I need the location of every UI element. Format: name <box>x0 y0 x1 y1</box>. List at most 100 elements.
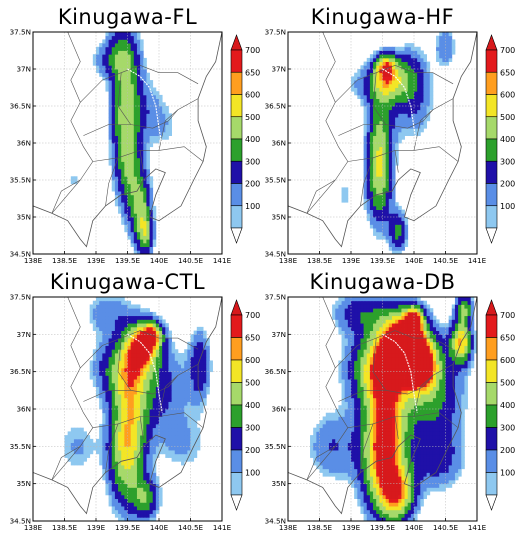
panel-title: Kinugawa-DB <box>309 270 455 294</box>
colorbar-bottom-arrow <box>230 227 243 244</box>
colorbar-segment <box>485 449 498 473</box>
lon-tick-label: 139E <box>87 523 106 532</box>
lon-tick-label: 139E <box>342 523 361 532</box>
colorbar-segment <box>230 337 243 361</box>
colorbar: 700 650 600 500 400 300 200 100 <box>485 34 515 244</box>
colorbar-segment <box>230 382 243 406</box>
lat-tick-label: 36N <box>271 139 286 148</box>
lat-tick-label: 37.5N <box>10 28 31 37</box>
lat-tick-label: 36N <box>16 405 31 414</box>
colorbar-top-arrow <box>485 299 498 316</box>
colorbar-label: 500 <box>500 379 515 388</box>
colorbar-label: 200 <box>245 180 260 189</box>
colorbar-label: 650 <box>500 68 515 77</box>
colorbar-segment <box>485 205 498 229</box>
lat-tick-label: 35.5N <box>10 442 31 451</box>
colorbar-label: 300 <box>245 157 260 166</box>
lon-tick-label: 138.5E <box>52 523 78 532</box>
colorbar-segment <box>230 449 243 473</box>
lat-tick-label: 35N <box>16 213 31 222</box>
colorbar-bottom-arrow <box>485 227 498 244</box>
colorbar-label: 650 <box>500 334 515 343</box>
lat-tick-label: 37N <box>271 65 286 74</box>
lon-tick-label: 141E <box>468 256 487 265</box>
lon-tick-label: 139E <box>87 256 106 265</box>
colorbar-label: 600 <box>245 356 260 365</box>
colorbar-label: 600 <box>500 91 515 100</box>
lat-tick-label: 37.5N <box>265 293 286 302</box>
colorbar-label: 200 <box>500 446 515 455</box>
colorbar-segment <box>230 427 243 451</box>
prefecture-border <box>92 146 204 162</box>
colorbar-segment <box>230 71 243 95</box>
lat-tick-label: 37N <box>16 330 31 339</box>
prefecture-border <box>51 297 94 481</box>
prefecture-border <box>347 412 459 428</box>
colorbar: 700 650 600 500 400 300 200 100 <box>485 299 515 511</box>
lon-tick-label: 140E <box>150 523 169 532</box>
prefecture-border <box>306 297 349 481</box>
prefecture-border <box>80 64 199 103</box>
prefecture-border <box>51 32 94 214</box>
colorbar-label: 200 <box>245 446 260 455</box>
lat-tick-label: 35.5N <box>265 176 286 185</box>
coastline <box>288 32 477 248</box>
colorbar-label: 100 <box>500 202 515 211</box>
colorbar-label: 300 <box>500 157 515 166</box>
lat-tick-label: 35N <box>271 213 286 222</box>
lat-tick-label: 35.5N <box>265 442 286 451</box>
river-trace <box>127 68 163 147</box>
colorbar-segment <box>485 71 498 95</box>
prefecture-border <box>306 32 349 214</box>
lat-tick-label: 34.5N <box>10 517 31 526</box>
lon-tick-label: 140E <box>405 523 424 532</box>
colorbar-label: 300 <box>500 424 515 433</box>
colorbar-label: 600 <box>245 91 260 100</box>
prefecture-border <box>158 109 179 151</box>
lat-tick-label: 36N <box>16 139 31 148</box>
prefecture-border <box>139 416 144 439</box>
lon-tick-label: 140.5E <box>433 256 459 265</box>
prefecture-border <box>360 157 374 206</box>
colorbar-label: 700 <box>245 46 260 55</box>
colorbar-label: 500 <box>245 379 260 388</box>
lat-tick-label: 37.5N <box>265 28 286 37</box>
colorbar-segment <box>230 94 243 118</box>
colorbar-bottom-arrow <box>485 494 498 511</box>
lat-tick-label: 36.5N <box>10 102 31 111</box>
colorbar-segment <box>230 205 243 229</box>
prefecture-border <box>306 179 336 214</box>
lon-tick-label: 138.5E <box>307 523 333 532</box>
colorbar-label: 100 <box>500 469 515 478</box>
lat-tick-label: 35N <box>16 479 31 488</box>
prefecture-border <box>347 146 459 162</box>
prefecture-border <box>335 330 454 369</box>
colorbar-segment <box>230 116 243 140</box>
lat-tick-label: 36.5N <box>265 367 286 376</box>
lon-tick-label: 141E <box>468 523 487 532</box>
lat-tick-label: 34.5N <box>265 517 286 526</box>
colorbar-segment <box>485 138 498 162</box>
lat-tick-label: 37.5N <box>10 293 31 302</box>
map-panel-hf: Kinugawa-HF 37.5N 37N 36.5N 36N 35.5N 35N 34.5N… <box>265 5 516 265</box>
lon-tick-label: 140.5E <box>433 523 459 532</box>
rain-field <box>288 297 477 521</box>
river-trace <box>382 333 418 413</box>
colorbar-top-arrow <box>230 34 243 51</box>
lat-tick-label: 37N <box>271 330 286 339</box>
lon-tick-label: 139.5E <box>115 256 141 265</box>
rain-field <box>33 32 222 254</box>
colorbar-segment <box>485 382 498 406</box>
lon-tick-label: 138.5E <box>52 256 78 265</box>
colorbar: 700 650 600 500 400 300 200 100 <box>230 299 260 511</box>
rain-field <box>33 297 222 521</box>
prefecture-border <box>338 124 386 136</box>
colorbar-label: 500 <box>500 113 515 122</box>
colorbar-label: 600 <box>500 356 515 365</box>
lat-tick-label: 35.5N <box>10 176 31 185</box>
colorbar-segment <box>485 116 498 140</box>
colorbar-label: 300 <box>245 424 260 433</box>
lon-tick-label: 138E <box>24 523 43 532</box>
colorbar-label: 700 <box>500 311 515 320</box>
